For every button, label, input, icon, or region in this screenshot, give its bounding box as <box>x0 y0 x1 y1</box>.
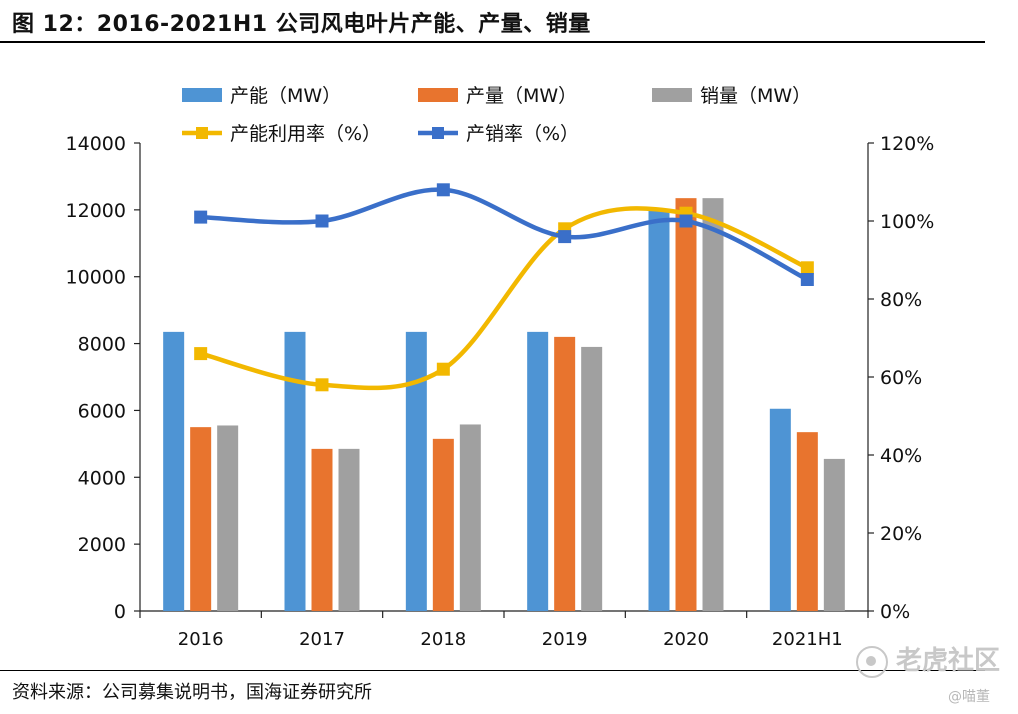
bar <box>459 424 481 611</box>
x-tick-label: 2017 <box>299 629 345 650</box>
series-line <box>200 187 809 282</box>
line-marker <box>800 261 814 275</box>
line-marker <box>679 214 693 228</box>
right-tick-label: 80% <box>880 289 922 311</box>
bars <box>163 198 845 611</box>
author-handle: @喵董 <box>948 689 990 705</box>
bar <box>769 408 791 611</box>
right-tick-label: 40% <box>880 445 922 467</box>
line-marker <box>558 230 572 244</box>
series-line <box>200 206 809 391</box>
x-tick-label: 2019 <box>542 629 588 650</box>
right-tick-label: 100% <box>880 211 934 233</box>
lines <box>194 183 814 392</box>
legend-label: 产销率（%） <box>466 123 579 145</box>
watermark-text: 老虎社区 <box>895 646 1000 676</box>
bar <box>554 336 576 611</box>
figure-title: 图 12：2016-2021H1 公司风电叶片产能、产量、销量 <box>12 12 591 37</box>
bar <box>163 331 185 611</box>
left-tick-label: 4000 <box>78 467 126 489</box>
x-tick-label: 2016 <box>178 629 224 650</box>
legend-label: 销量（MW） <box>700 85 811 107</box>
source-note: 资料来源：公司募集说明书，国海证券研究所 <box>12 682 372 703</box>
left-tick-label: 0 <box>114 601 126 623</box>
left-tick-label: 6000 <box>78 400 126 422</box>
left-tick-label: 14000 <box>66 133 126 155</box>
bar <box>405 331 427 611</box>
line-marker <box>436 362 450 376</box>
legend-label: 产量（MW） <box>466 85 577 107</box>
bar <box>338 448 360 611</box>
bar <box>581 346 603 611</box>
legend-swatch <box>418 88 458 102</box>
right-tick-label: 20% <box>880 523 922 545</box>
legend-label: 产能（MW） <box>230 85 341 107</box>
bar <box>284 331 306 611</box>
x-tick-label: 2021H1 <box>772 629 843 650</box>
left-tick-label: 8000 <box>78 334 126 356</box>
legend-swatch <box>652 88 692 102</box>
left-tick-label: 12000 <box>66 200 126 222</box>
bar <box>217 425 239 611</box>
bar <box>432 438 454 611</box>
line-marker <box>436 183 450 197</box>
title-divider <box>0 41 985 43</box>
line-marker <box>194 210 208 224</box>
left-tick-label: 2000 <box>78 534 126 556</box>
line-marker <box>800 273 814 286</box>
source-divider <box>0 670 985 671</box>
bar <box>311 448 333 611</box>
watermark-logo-icon <box>855 645 888 678</box>
right-tick-label: 120% <box>880 133 934 155</box>
right-tick-label: 60% <box>880 367 922 389</box>
right-tick-label: 0% <box>880 601 910 623</box>
legend-marker <box>432 127 444 139</box>
legend-marker <box>196 127 208 139</box>
line-marker <box>194 347 208 361</box>
bar <box>648 209 670 611</box>
x-tick-label: 2020 <box>663 629 709 650</box>
x-tick-label: 2018 <box>420 629 466 650</box>
bar <box>702 198 724 611</box>
bar <box>823 458 845 611</box>
bar <box>675 198 697 611</box>
legend-label: 产能利用率（%） <box>230 123 381 145</box>
watermark: 老虎社区 <box>855 640 1000 678</box>
bar <box>527 331 549 611</box>
axes: 0 2000 4000 6000 8000 10000 12000 14000 0% 20% 40%… <box>66 133 935 650</box>
legend-swatch <box>182 88 222 102</box>
legend: 产能（MW） 产量（MW） 销量（MW） 产能利用率（%） 产销率（%） <box>182 85 811 145</box>
bar <box>796 432 818 611</box>
line-marker <box>315 378 329 392</box>
left-tick-label: 10000 <box>66 267 126 289</box>
bar <box>190 427 212 611</box>
line-marker <box>315 214 329 228</box>
